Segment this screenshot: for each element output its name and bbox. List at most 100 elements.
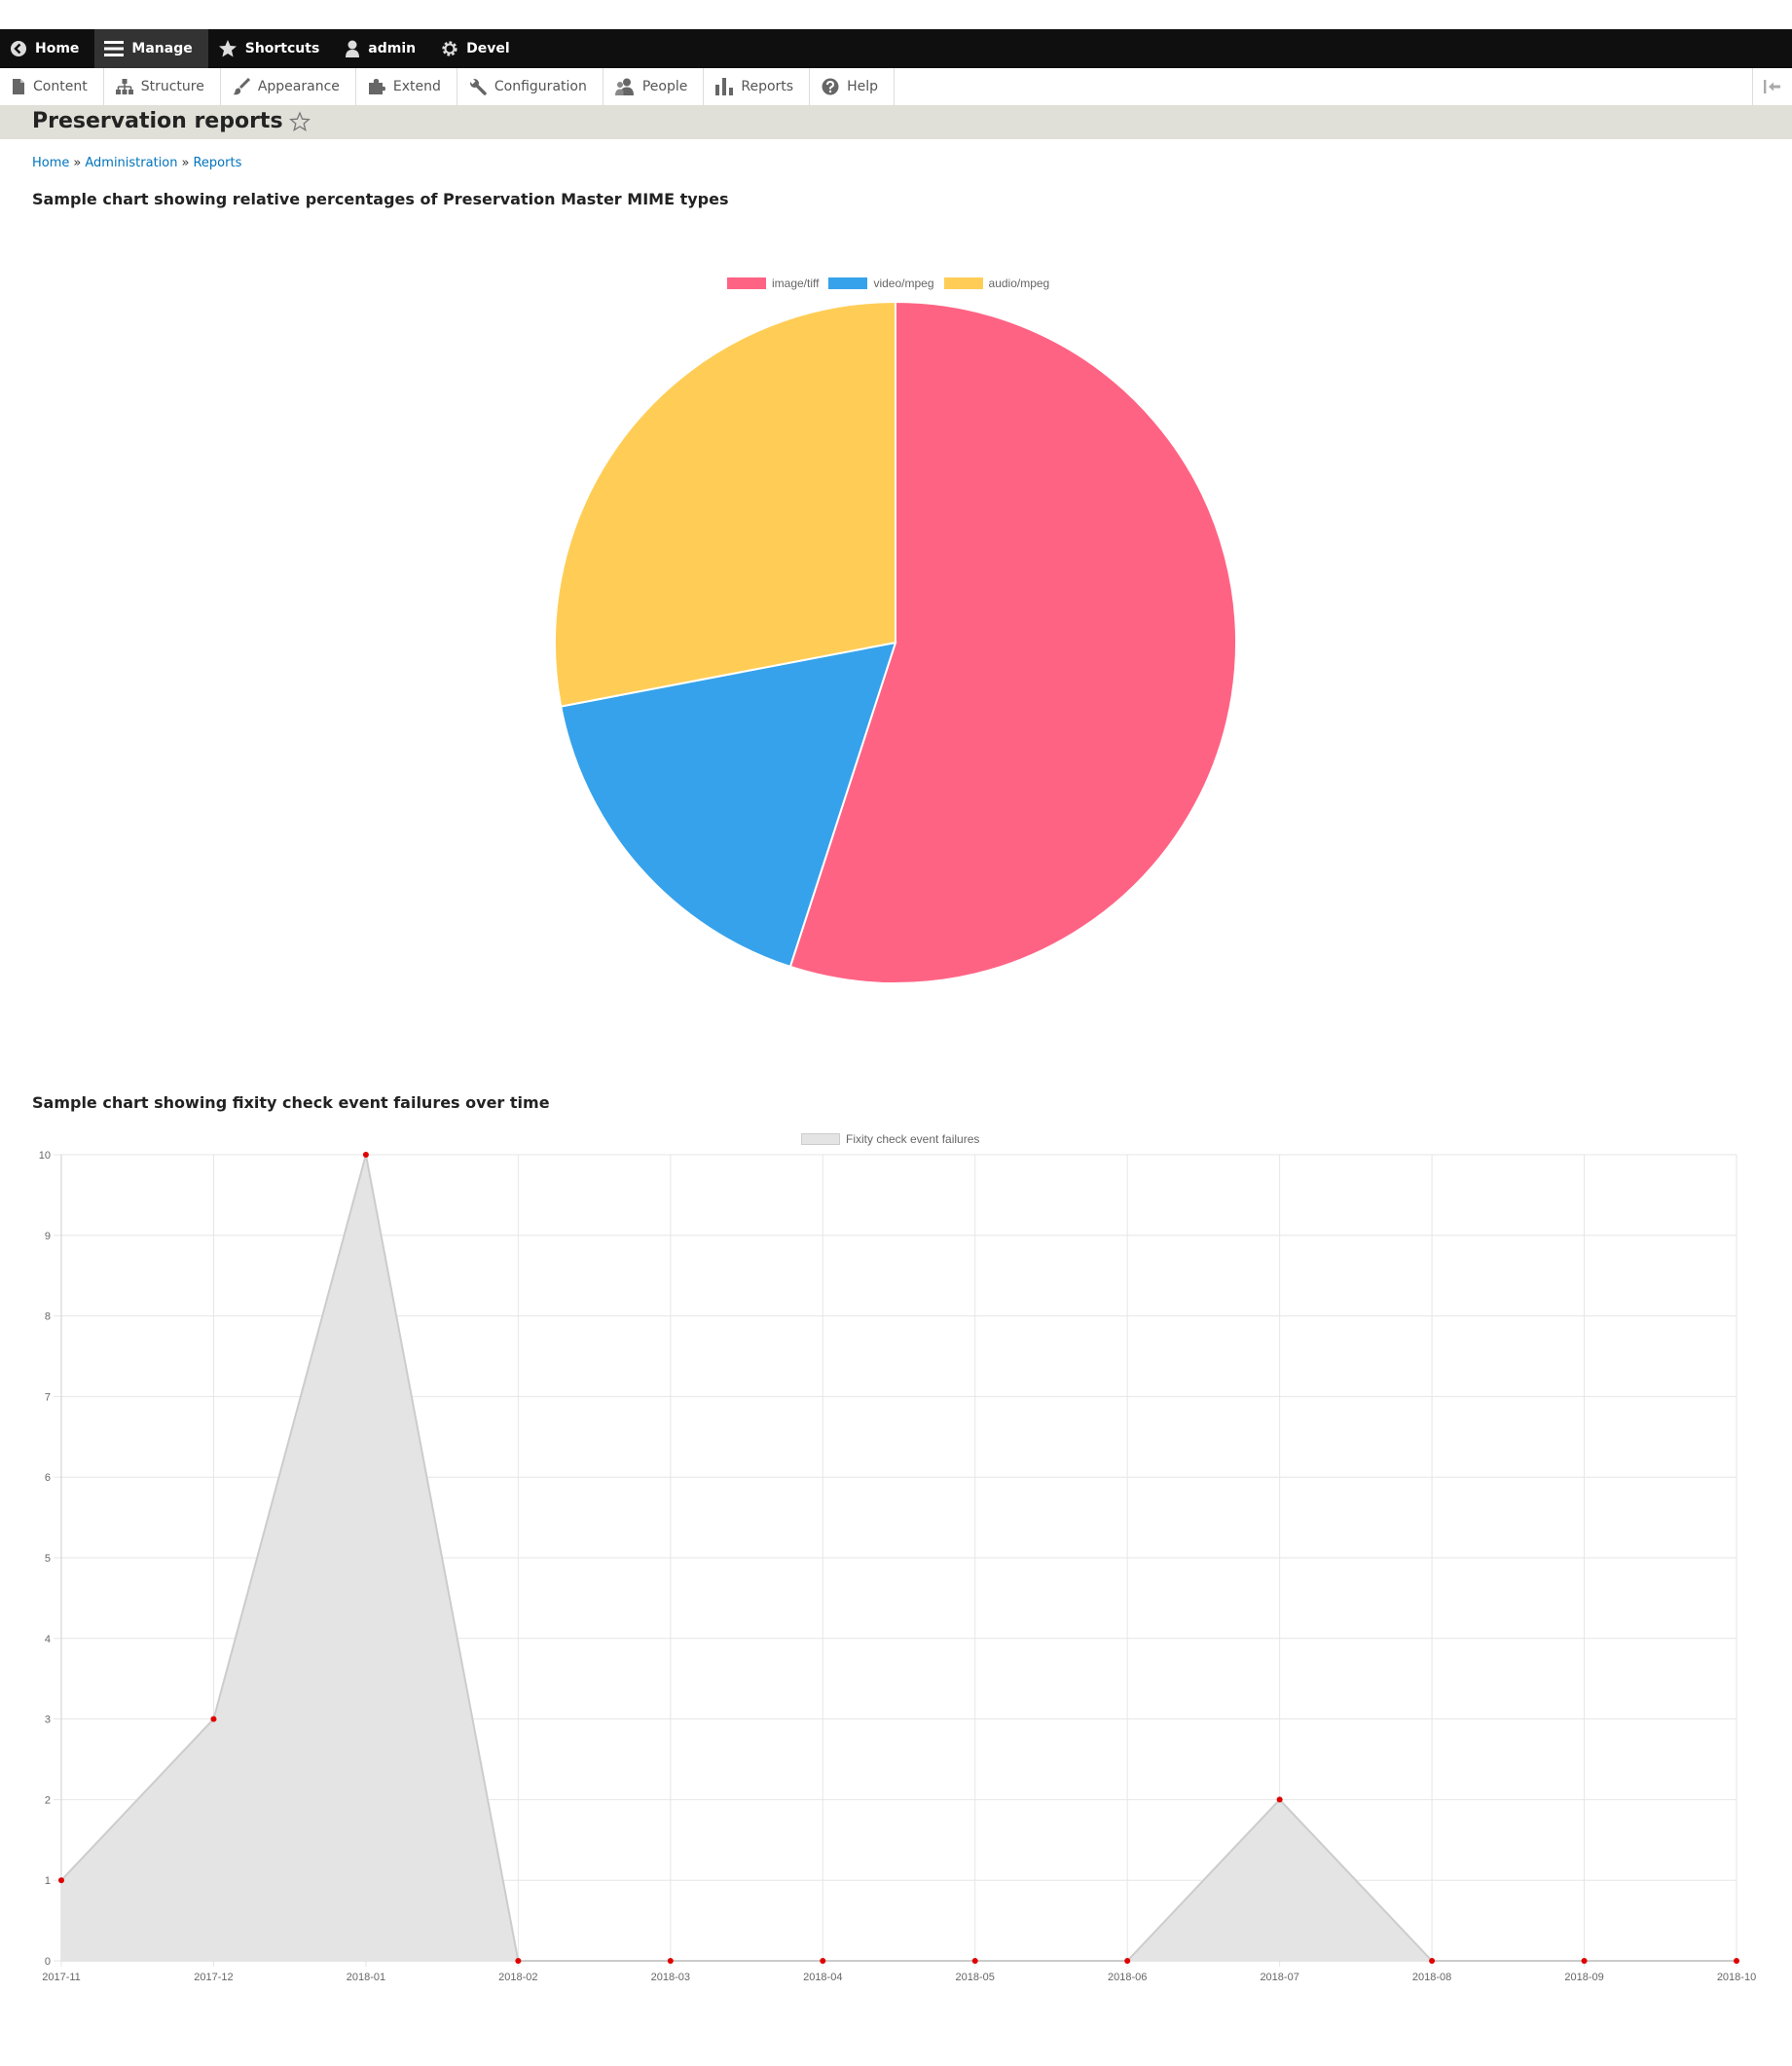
tray-orientation-toggle[interactable] (1752, 68, 1792, 105)
y-tick-label: 2 (45, 1794, 51, 1806)
breadcrumb-reports-link[interactable]: Reports (193, 156, 242, 170)
tray-item-label: Help (847, 79, 878, 94)
pie-legend-item[interactable]: audio/mpeg (943, 277, 1050, 290)
tray-item-label: Extend (392, 79, 441, 94)
x-tick-label: 2018-01 (347, 1972, 385, 1983)
toolbar-item-label: Devel (466, 41, 510, 56)
toolbar-item-label: admin (368, 41, 417, 56)
x-tick-label: 2018-05 (956, 1972, 995, 1983)
mime-type-pie-chart (554, 300, 1237, 984)
sitemap-icon (115, 79, 133, 94)
breadcrumb: Home» Administration» Reports (32, 156, 241, 170)
tray-item-people[interactable]: People (603, 68, 705, 105)
hamburger-icon (104, 41, 125, 56)
puzzle-icon (368, 79, 385, 94)
tray-item-reports[interactable]: Reports (704, 68, 811, 105)
page-title: Preservation reports (32, 107, 311, 136)
legend-swatch (943, 277, 983, 289)
y-tick-label: 7 (45, 1391, 51, 1403)
data-point[interactable] (1124, 1958, 1131, 1964)
tray-item-structure[interactable]: Structure (104, 68, 221, 105)
tray-item-label: Structure (140, 79, 204, 94)
y-tick-label: 6 (45, 1472, 51, 1484)
tray-item-label: Content (33, 79, 88, 94)
tray-item-help[interactable]: Help (810, 68, 895, 105)
fixity-failures-chart: 0 1 2 3 4 5 6 7 8 9 10 2017-11 2017-12 2018-01 2018-02… (39, 1150, 1756, 1983)
x-tick-label: 2018-10 (1717, 1972, 1756, 1983)
toolbar-item-label: Manage (131, 41, 193, 56)
tray-item-configuration[interactable]: Configuration (457, 68, 603, 105)
data-point[interactable] (1734, 1958, 1739, 1964)
page-title-text: Preservation reports (32, 109, 283, 133)
tray-item-label: Configuration (494, 79, 587, 94)
pie-legend-item[interactable]: image/tiff (727, 277, 819, 290)
collapse-tray-icon (1764, 80, 1780, 93)
page-header: Preservation reports (0, 105, 1792, 139)
data-point[interactable] (1276, 1796, 1283, 1803)
toolbar-item-shortcuts[interactable]: Shortcuts (208, 29, 336, 68)
data-point[interactable] (1581, 1958, 1588, 1964)
breadcrumb-administration-link[interactable]: Administration (85, 156, 178, 170)
x-tick-label: 2018-09 (1564, 1972, 1603, 1983)
y-tick-label: 10 (39, 1150, 51, 1162)
data-point[interactable] (971, 1958, 978, 1964)
pie-legend: image/tiff video/mpeg audio/mpeg (727, 277, 1049, 290)
line-chart-heading: Sample chart showing fixity check event … (32, 1093, 550, 1112)
wrench-icon (469, 78, 487, 95)
data-point[interactable] (362, 1152, 369, 1158)
y-tick-label: 9 (45, 1231, 51, 1242)
breadcrumb-home-link[interactable]: Home (32, 156, 70, 170)
tray-item-appearance[interactable]: Appearance (221, 68, 356, 105)
y-tick-label: 5 (45, 1553, 51, 1565)
x-tick-label: 2018-07 (1260, 1972, 1298, 1983)
data-point[interactable] (667, 1958, 674, 1964)
legend-label: Fixity check event failures (846, 1132, 980, 1146)
tray-item-extend[interactable]: Extend (356, 68, 457, 105)
y-tick-label: 0 (45, 1956, 51, 1968)
series-line (60, 1154, 1737, 1962)
manage-tray: Content Structure Appearance Extend Conf… (0, 68, 1792, 106)
file-icon (13, 79, 24, 94)
y-tick-label: 1 (45, 1875, 51, 1887)
toolbar-item-user[interactable]: admin (335, 29, 431, 68)
toolbar-item-label: Home (35, 41, 80, 56)
data-point[interactable] (1429, 1958, 1436, 1964)
pie-slice-audio-mpeg[interactable] (554, 300, 896, 708)
browser-top-strip (0, 0, 1792, 29)
x-tick-label: 2017-11 (42, 1972, 81, 1983)
data-point[interactable] (58, 1877, 64, 1884)
pie-slice-video-mpeg[interactable] (560, 641, 897, 969)
legend-swatch (828, 277, 868, 289)
shortcut-star-icon[interactable] (288, 111, 311, 132)
toolbar-item-devel[interactable]: Devel (431, 29, 526, 68)
toolbar-item-home[interactable]: Home (0, 29, 94, 68)
legend-label: video/mpeg (873, 277, 934, 290)
tray-item-content[interactable]: Content (0, 68, 104, 105)
people-icon (614, 78, 634, 95)
tray-item-label: Reports (741, 79, 794, 94)
legend-label: audio/mpeg (988, 277, 1050, 290)
paintbrush-icon (233, 78, 250, 95)
x-tick-label: 2018-04 (803, 1972, 842, 1983)
toolbar-item-manage[interactable]: Manage (94, 29, 208, 68)
data-point[interactable] (820, 1958, 826, 1964)
data-point[interactable] (515, 1958, 522, 1964)
x-tick-label: 2018-02 (498, 1972, 537, 1983)
y-tick-label: 3 (45, 1715, 51, 1726)
pie-slice-image-tiff[interactable] (788, 300, 1237, 984)
line-legend-item[interactable]: Fixity check event failures (801, 1132, 979, 1146)
gear-icon (442, 41, 457, 56)
admin-toolbar: Home Manage Shortcuts admin Devel (0, 29, 1792, 68)
bar-chart-icon (715, 78, 734, 95)
y-tick-label: 4 (45, 1634, 51, 1645)
legend-swatch (727, 277, 766, 289)
legend-label: image/tiff (772, 277, 820, 290)
legend-swatch (801, 1133, 840, 1145)
x-tick-label: 2018-06 (1108, 1972, 1147, 1983)
x-tick-label: 2018-03 (651, 1972, 690, 1983)
data-point[interactable] (210, 1716, 217, 1722)
back-arrow-icon (11, 41, 26, 56)
x-tick-label: 2017-12 (194, 1972, 233, 1983)
line-legend: Fixity check event failures (801, 1132, 979, 1146)
pie-legend-item[interactable]: video/mpeg (828, 277, 934, 290)
